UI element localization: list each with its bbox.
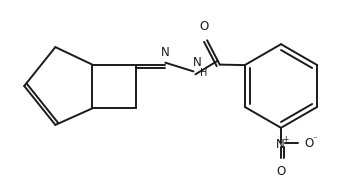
Text: N: N	[276, 138, 284, 151]
Text: +: +	[283, 135, 289, 144]
Text: H: H	[200, 68, 207, 78]
Text: ⁻: ⁻	[312, 135, 317, 144]
Text: N: N	[193, 56, 202, 70]
Text: N: N	[161, 46, 170, 59]
Text: O: O	[304, 137, 314, 150]
Text: O: O	[276, 165, 285, 178]
Text: O: O	[200, 21, 209, 33]
